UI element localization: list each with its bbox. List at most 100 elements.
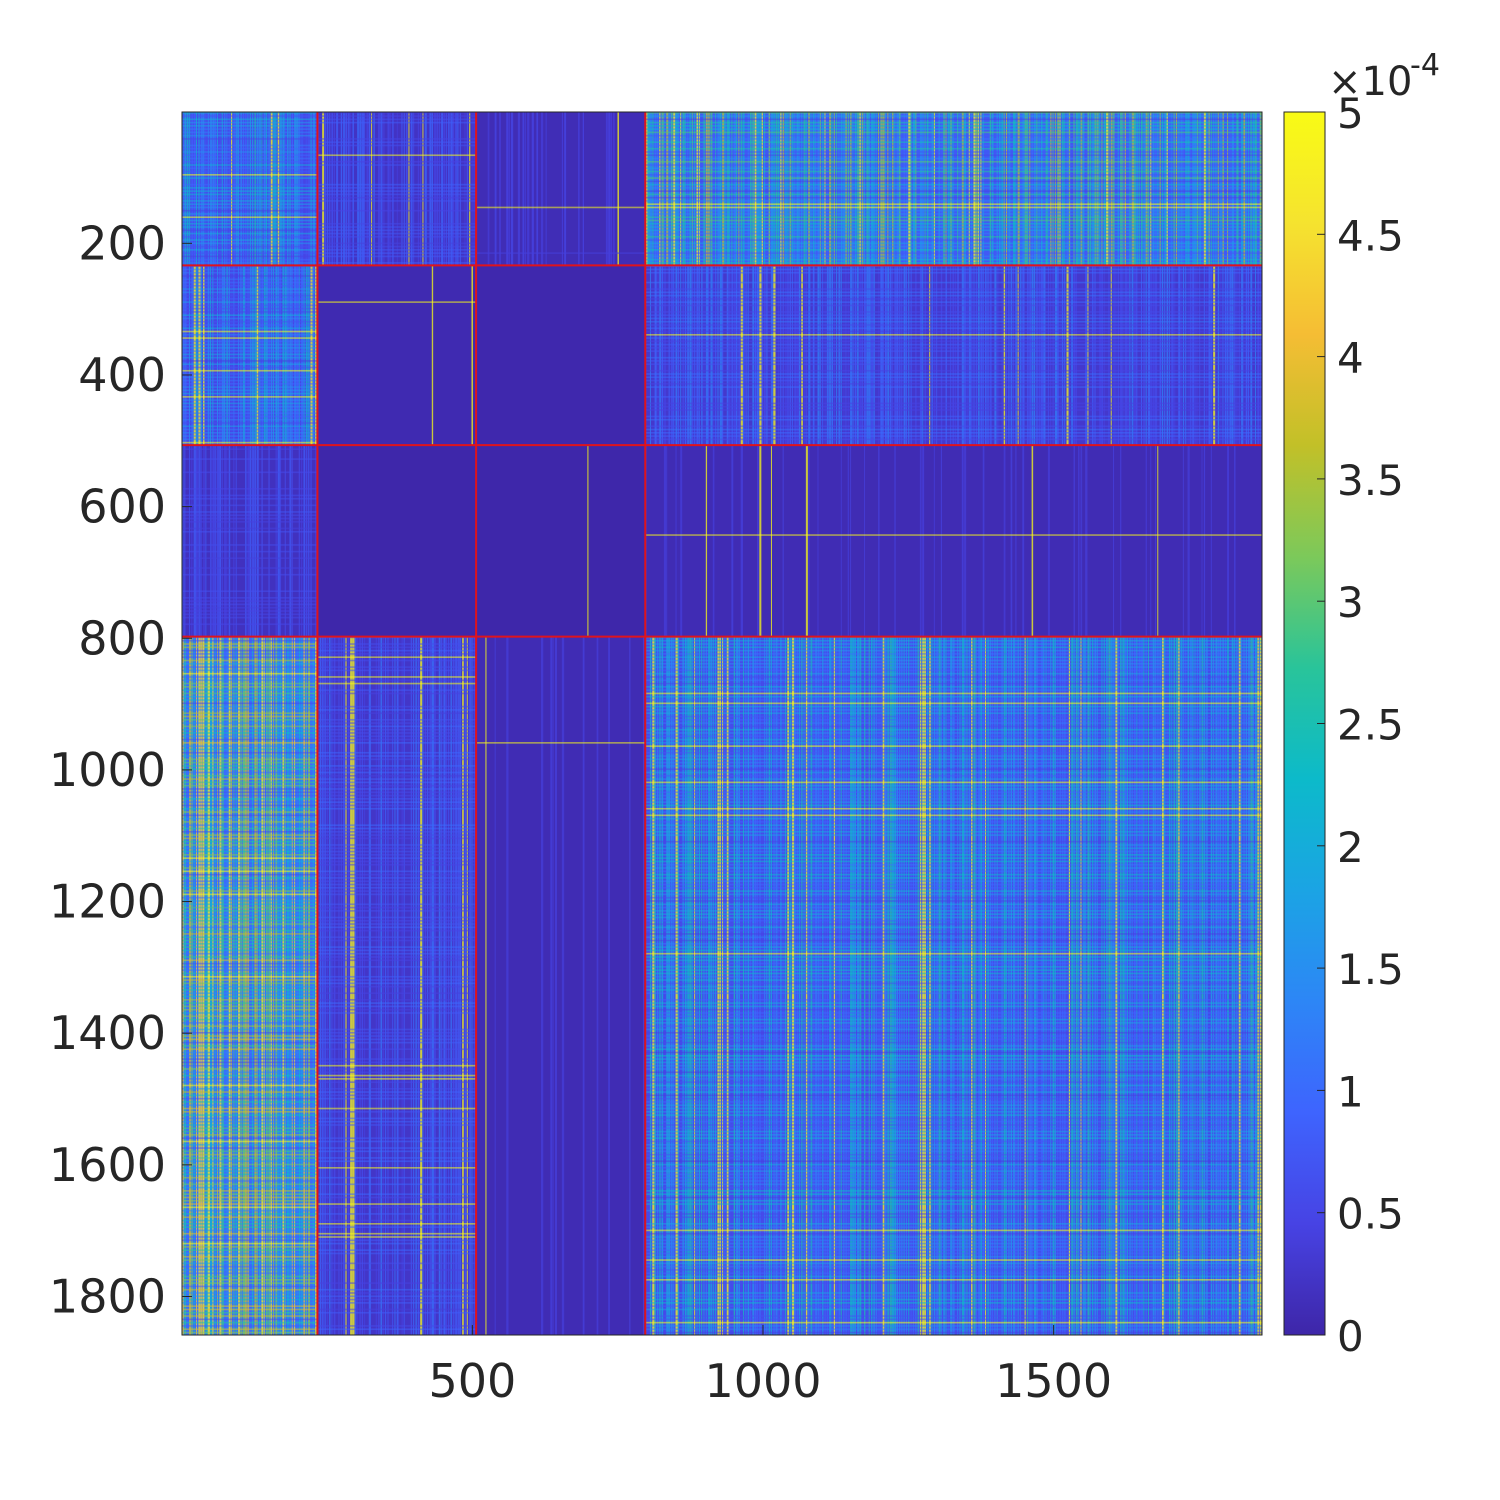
heatmap-block xyxy=(476,445,646,637)
heatmap-row-streak xyxy=(317,659,477,662)
heatmap-column-streak xyxy=(1120,112,1123,266)
heatmap-column-streak xyxy=(191,445,193,637)
heatmap-column-streak xyxy=(1201,112,1203,266)
heatmap-row-streak xyxy=(645,203,1262,206)
heatmap-row-streak xyxy=(182,239,318,241)
heatmap-row-streak xyxy=(182,389,318,392)
heatmap-row-streak xyxy=(645,409,1262,411)
heatmap-row-streak xyxy=(182,649,318,652)
heatmap-column-streak xyxy=(233,445,235,637)
heatmap-column-streak xyxy=(1196,112,1199,266)
heatmap-row-streak xyxy=(182,187,318,189)
heatmap-column-streak xyxy=(866,265,869,446)
heatmap-column-streak xyxy=(645,112,648,266)
heatmap-row-streak xyxy=(182,441,318,444)
heatmap-column-streak xyxy=(859,265,862,446)
heatmap-column-streak xyxy=(922,265,924,446)
heatmap-row-streak xyxy=(645,1321,1262,1324)
heatmap-row-streak xyxy=(645,219,1262,222)
heatmap-row-streak xyxy=(317,725,477,728)
heatmap-column-streak xyxy=(1206,265,1208,446)
heatmap-row-streak xyxy=(645,952,1262,955)
heatmap-row-streak xyxy=(645,128,1262,130)
heatmap-column-streak xyxy=(1185,265,1187,446)
heatmap-column-streak xyxy=(1022,445,1025,637)
heatmap-row-streak xyxy=(182,527,318,530)
heatmap-row-streak xyxy=(182,183,318,186)
heatmap-column-streak xyxy=(221,265,224,446)
heatmap-row-streak xyxy=(182,1127,318,1130)
heatmap-row-streak xyxy=(645,1209,1262,1212)
heatmap-column-streak xyxy=(510,112,514,266)
heatmap-column-streak xyxy=(652,112,654,266)
heatmap-row-streak xyxy=(182,288,318,290)
y-tick-label: 1600 xyxy=(49,1138,166,1192)
heatmap-row-streak xyxy=(645,1025,1262,1027)
heatmap-column-streak xyxy=(228,445,231,637)
heatmap-row-streak xyxy=(645,709,1262,711)
heatmap-column-streak xyxy=(733,112,736,266)
heatmap-column-streak xyxy=(193,445,196,637)
heatmap-row-streak xyxy=(645,333,1262,336)
heatmap-column-streak xyxy=(214,112,217,266)
heatmap-row-streak xyxy=(182,1058,318,1060)
heatmap-row-streak xyxy=(182,144,318,147)
heatmap-row-streak xyxy=(182,157,318,160)
heatmap-column-streak xyxy=(1059,265,1062,446)
heatmap-row-streak xyxy=(645,255,1262,258)
heatmap-column-streak xyxy=(266,265,268,446)
heatmap-row-streak xyxy=(317,804,477,807)
heatmap-row-streak xyxy=(645,939,1262,942)
heatmap-row-streak xyxy=(645,669,1262,672)
heatmap-column-streak xyxy=(364,112,366,266)
heatmap-column-streak xyxy=(940,445,943,637)
heatmap-column-streak xyxy=(1078,112,1080,266)
heatmap-column-streak xyxy=(263,265,266,446)
heatmap-column-streak xyxy=(1106,112,1109,266)
heatmap-column-streak xyxy=(1001,265,1004,446)
heatmap-row-streak xyxy=(182,817,318,820)
heatmap-column-streak xyxy=(273,265,275,446)
heatmap-row-streak xyxy=(645,1005,1262,1008)
heatmap-column-streak xyxy=(552,636,554,1335)
heatmap-row-streak xyxy=(317,1262,477,1265)
heatmap-column-streak xyxy=(212,445,215,637)
heatmap-column-streak xyxy=(777,265,780,446)
heatmap-column-streak xyxy=(705,265,708,446)
heatmap-row-streak xyxy=(645,170,1262,173)
heatmap-column-streak xyxy=(996,265,999,446)
heatmap-column-streak xyxy=(331,112,334,266)
heatmap-row-streak xyxy=(645,268,1262,271)
heatmap-row-streak xyxy=(317,1193,477,1195)
heatmap-column-streak xyxy=(1227,265,1229,446)
heatmap-column-streak xyxy=(242,112,245,266)
heatmap-row-streak xyxy=(317,886,477,889)
heatmap-column-streak xyxy=(315,112,318,266)
heatmap-row-streak xyxy=(182,115,318,117)
heatmap-row-streak xyxy=(645,288,1262,290)
heatmap-row-streak xyxy=(645,340,1262,343)
heatmap-row-streak xyxy=(182,399,318,401)
heatmap-row-streak xyxy=(645,1012,1262,1014)
heatmap-row-streak xyxy=(317,1183,477,1186)
heatmap-column-streak xyxy=(315,445,317,637)
heatmap-column-streak xyxy=(431,265,434,446)
heatmap-column-streak xyxy=(1127,112,1129,266)
heatmap-column-streak xyxy=(224,265,226,446)
heatmap-column-streak xyxy=(466,112,468,266)
heatmap-column-streak xyxy=(871,112,874,266)
heatmap-column-streak xyxy=(387,112,390,266)
y-tick-label: 1000 xyxy=(49,743,166,797)
heatmap-row-streak xyxy=(645,151,1262,153)
y-tick-label: 600 xyxy=(78,480,166,534)
heatmap-column-streak xyxy=(541,636,544,1335)
heatmap-column-streak xyxy=(847,445,849,637)
heatmap-row-streak xyxy=(182,121,318,124)
heatmap-column-streak xyxy=(747,112,750,266)
heatmap-column-streak xyxy=(438,112,440,266)
heatmap-row-streak xyxy=(645,916,1262,919)
heatmap-row-streak xyxy=(182,112,318,114)
heatmap-row-streak xyxy=(182,1104,318,1107)
heatmap-row-streak xyxy=(182,794,318,797)
